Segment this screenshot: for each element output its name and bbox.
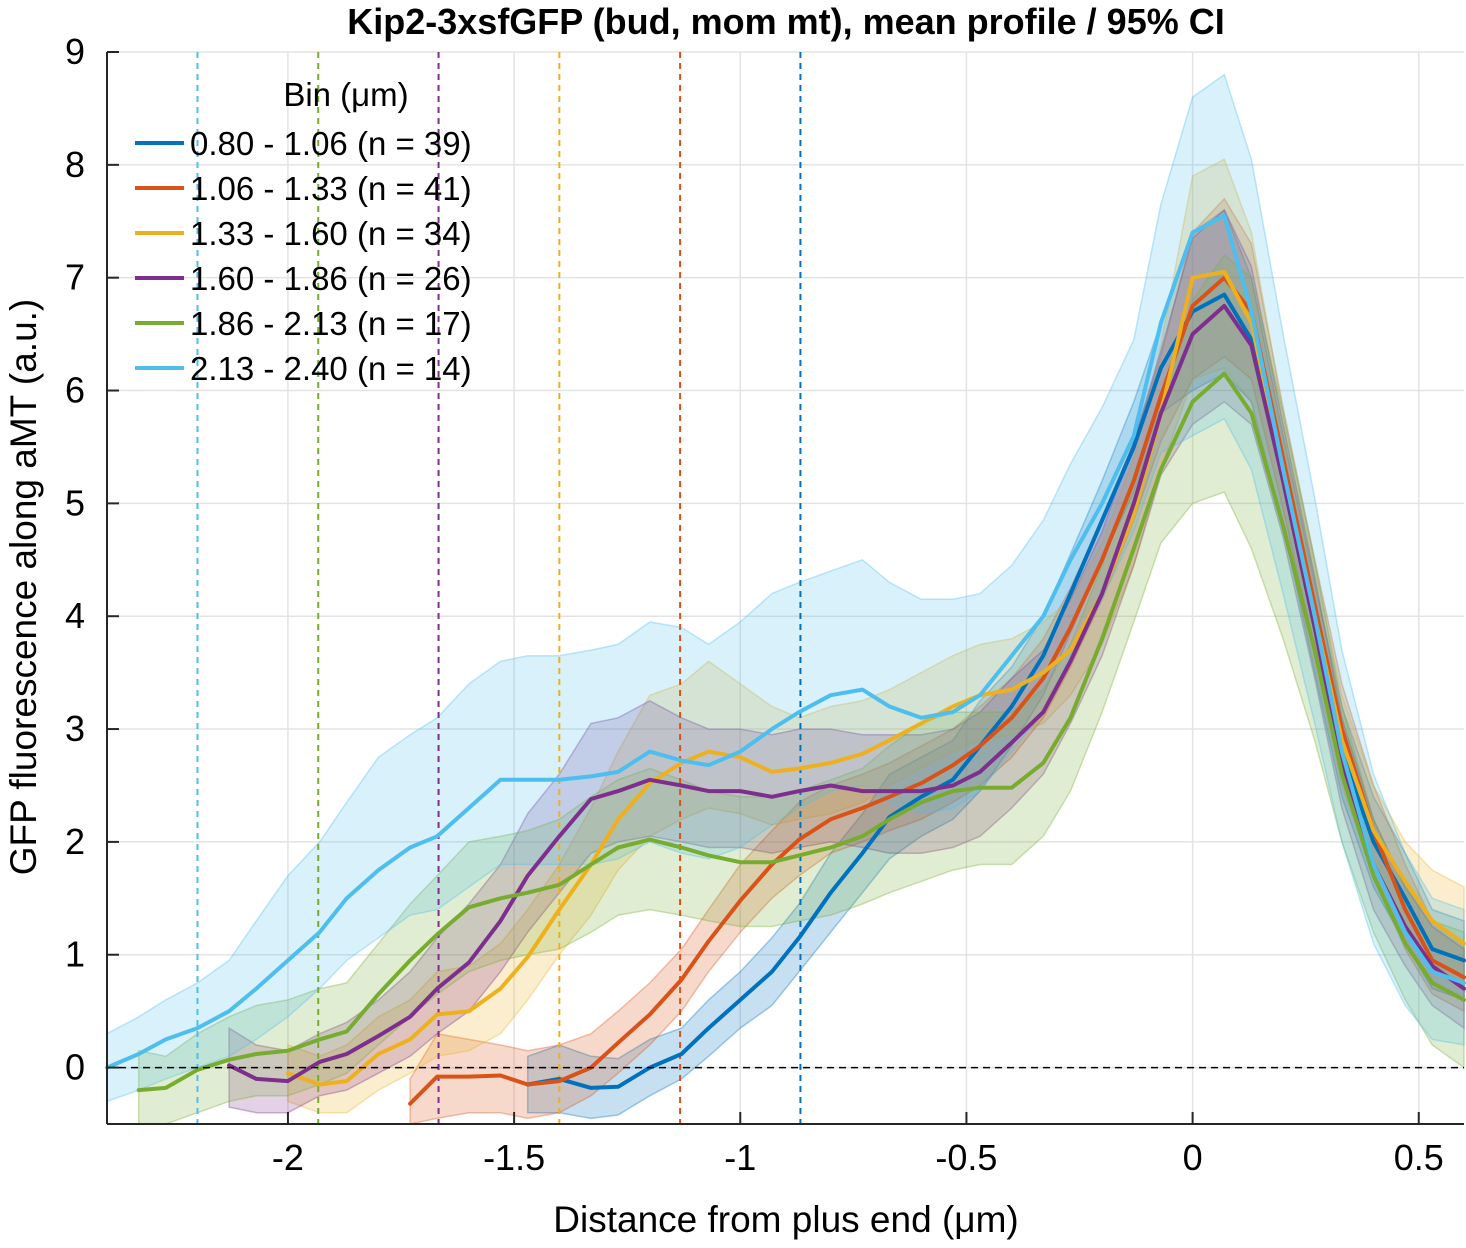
y-tick-label: 3 — [65, 708, 85, 749]
legend-entry-3: 1.33 - 1.60 (n = 34) — [190, 215, 472, 252]
legend-entry-2: 1.06 - 1.33 (n = 41) — [190, 170, 472, 207]
x-axis-label: Distance from plus end (μm) — [553, 1199, 1018, 1240]
legend-entry-1: 0.80 - 1.06 (n = 39) — [190, 125, 472, 162]
legend-entry-4: 1.60 - 1.86 (n = 26) — [190, 260, 472, 297]
series-line-6 — [105, 213, 1466, 1070]
legend-entry-6: 2.13 - 2.40 (n = 14) — [190, 350, 472, 387]
x-tick-label: 0.5 — [1394, 1137, 1444, 1178]
y-tick-label: 2 — [65, 821, 85, 862]
y-tick-labels: 0 1 2 3 4 5 6 7 8 9 — [65, 31, 85, 1088]
y-axis-label: GFP fluorescence along aMT (a.u.) — [3, 299, 44, 876]
y-tick-label: 4 — [65, 595, 85, 636]
grid-lines — [107, 51, 1464, 1124]
y-tick-label: 5 — [65, 482, 85, 523]
chart-title: Kip2-3xsfGFP (bud, mom mt), mean profile… — [347, 1, 1224, 42]
bin-cutoff-lines — [196, 52, 802, 1124]
series-line-4 — [227, 303, 1466, 1084]
x-tick-labels: -2 -1.5 -1 -0.5 0 0.5 — [272, 1137, 1444, 1178]
y-tick-label: 1 — [65, 934, 85, 975]
x-tick-label: -0.5 — [935, 1137, 997, 1178]
y-tick-label: 7 — [65, 257, 85, 298]
legend-title: Bin (μm) — [283, 76, 408, 113]
series-line-2 — [408, 275, 1466, 1106]
y-tick-label: 0 — [65, 1047, 85, 1088]
x-tick-label: -1.5 — [483, 1137, 545, 1178]
legend-entry-5: 1.86 - 2.13 (n = 17) — [190, 305, 472, 342]
y-tick-label: 9 — [65, 31, 85, 72]
x-tick-label: -1 — [724, 1137, 756, 1178]
axes-frame — [106, 51, 1464, 1125]
legend: Bin (μm) 0.80 - 1.06 (n = 39) 1.06 - 1.33… — [135, 76, 472, 387]
x-tick-label: 0 — [1183, 1137, 1203, 1178]
y-tick-label: 6 — [65, 370, 85, 411]
ci-band-2 — [409, 197, 1465, 1125]
x-tick-label: -2 — [272, 1137, 304, 1178]
series-lines — [105, 213, 1466, 1106]
series-line-5 — [136, 371, 1466, 1093]
y-tick-label: 8 — [65, 144, 85, 185]
